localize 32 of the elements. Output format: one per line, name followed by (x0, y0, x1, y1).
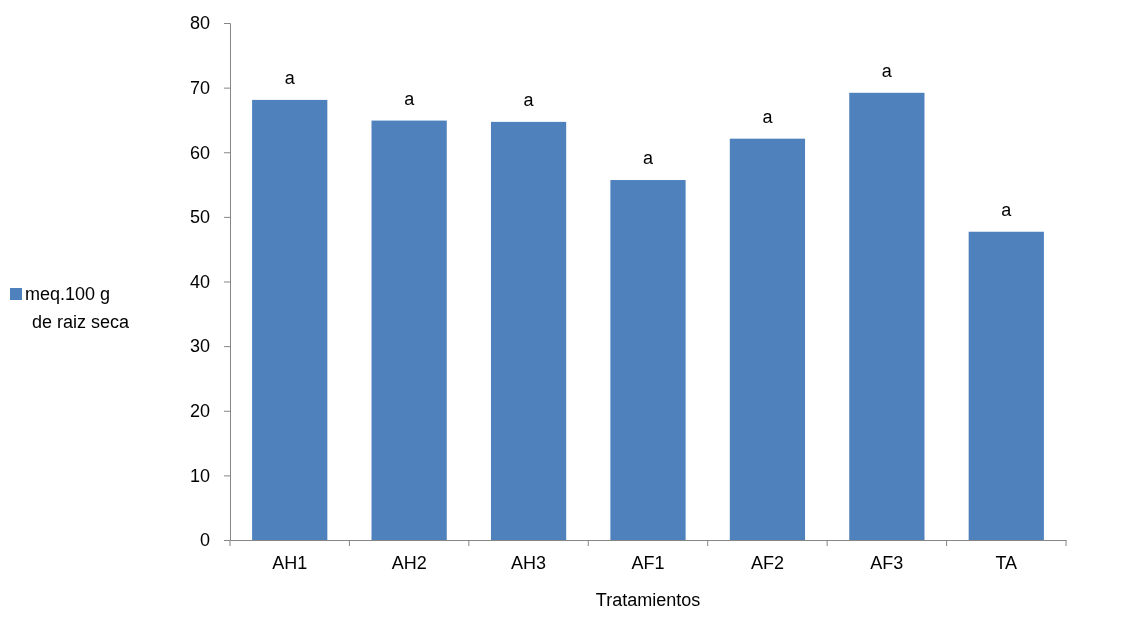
bar (968, 231, 1044, 540)
x-tick-label: AH1 (272, 552, 308, 573)
annotation: a (523, 89, 535, 110)
x-tick-label: AH2 (391, 552, 427, 573)
x-tick-label: TA (995, 552, 1018, 573)
legend-label: meq.100 g de raiz seca (25, 284, 131, 332)
x-tick-label: AF3 (870, 552, 904, 573)
bar (252, 99, 328, 540)
annotation: a (881, 60, 893, 81)
annotation: a (404, 88, 416, 109)
y-tick-label: 70 (189, 77, 210, 98)
annotation: a (642, 148, 654, 169)
x-tick-label: AF1 (631, 552, 665, 573)
annotation: a (1001, 199, 1013, 220)
x-tick-label: AH3 (511, 552, 547, 573)
annotation: a (284, 67, 296, 88)
y-tick-label: 80 (189, 13, 210, 34)
bar (490, 121, 567, 540)
x-axis-title: Tratamientos (595, 590, 701, 610)
y-tick-label: 40 (189, 271, 210, 292)
bar (371, 120, 447, 540)
bar (729, 138, 806, 540)
y-tick-label: 30 (189, 336, 210, 357)
y-tick-label: 20 (189, 401, 210, 422)
y-tick-label: 10 (189, 465, 210, 486)
y-tick-label: 50 (189, 207, 210, 228)
x-tick-label: AF2 (750, 552, 784, 573)
annotation: a (762, 106, 774, 127)
y-tick-label: 0 (199, 530, 210, 551)
bar (849, 92, 925, 540)
bar (610, 180, 686, 540)
y-tick-label: 60 (189, 142, 210, 163)
